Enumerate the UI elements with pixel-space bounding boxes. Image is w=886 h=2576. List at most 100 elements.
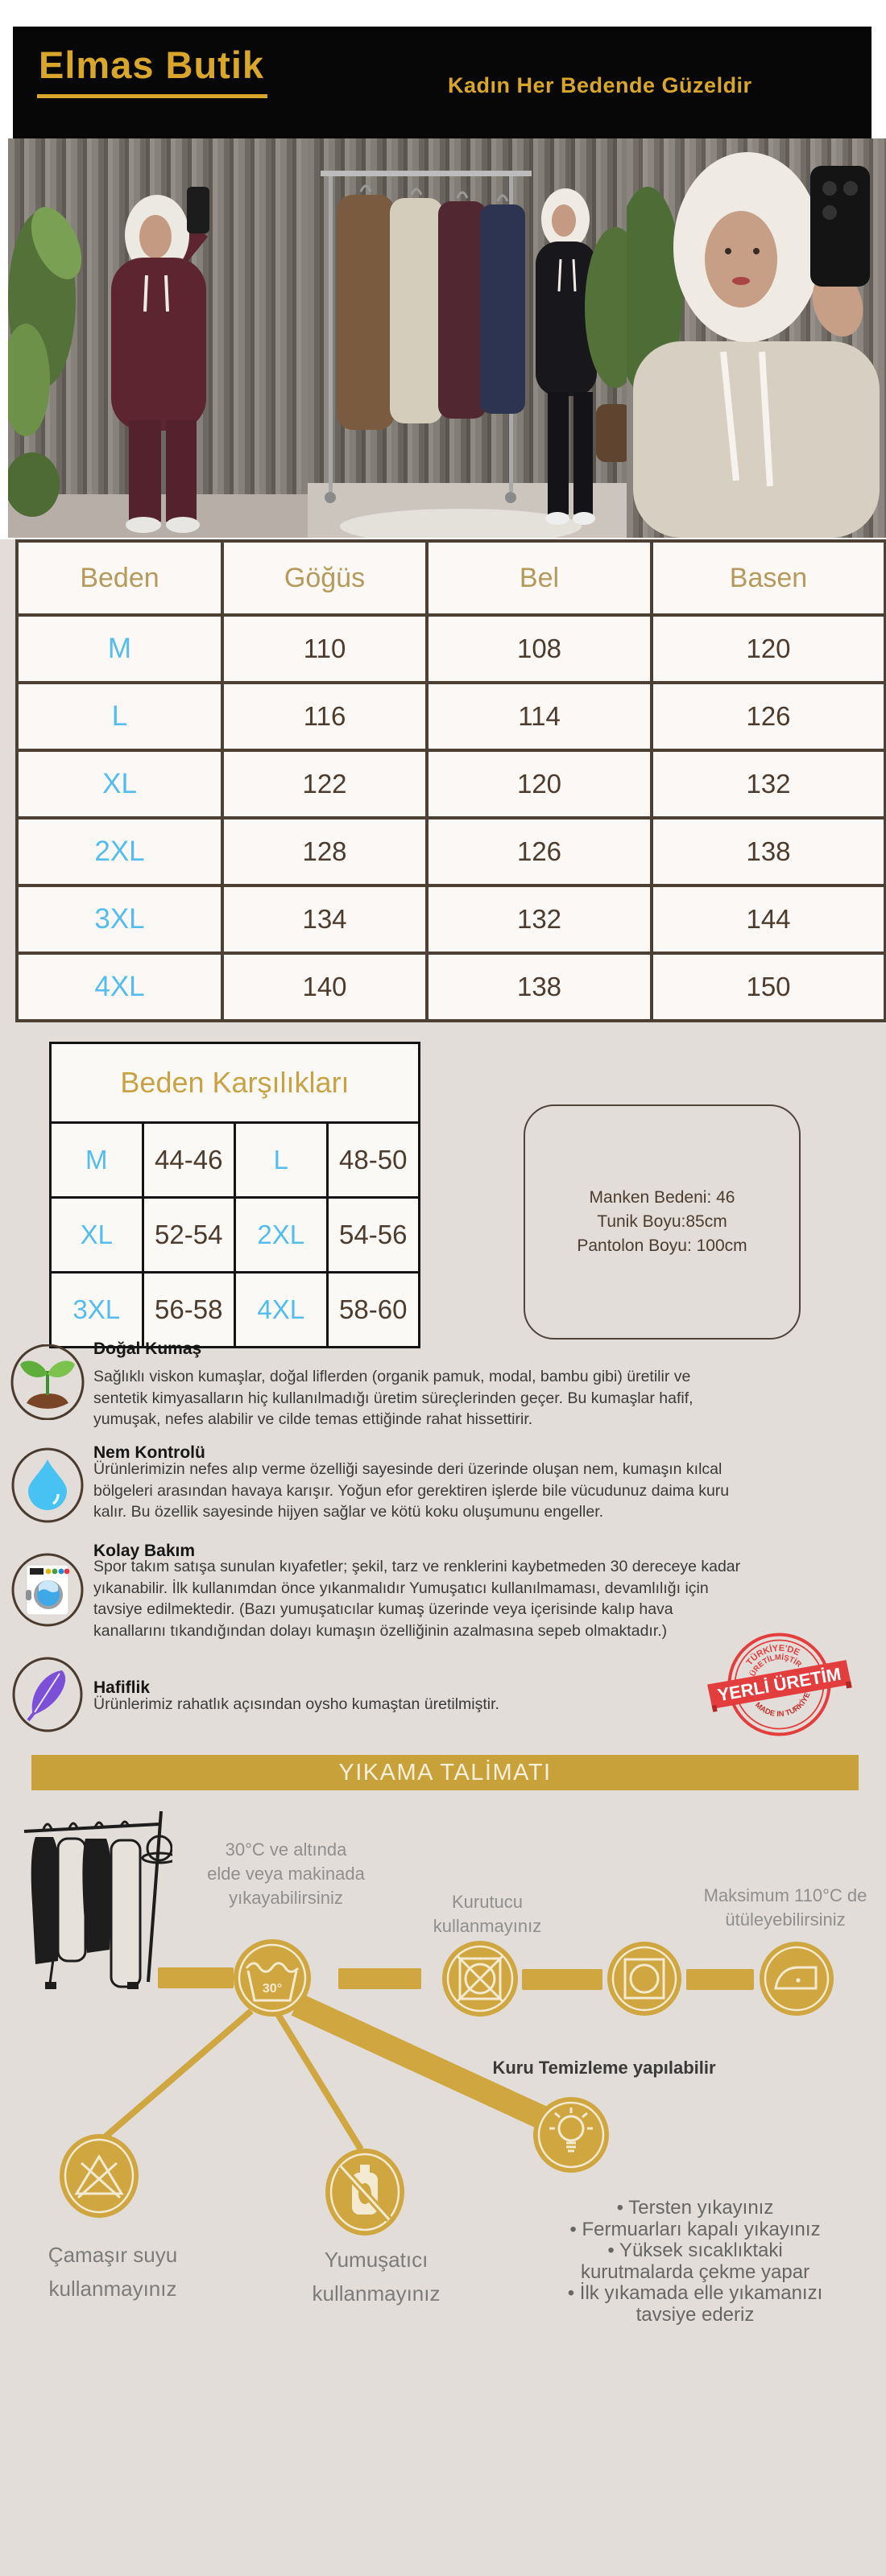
plant-decor: [585, 227, 627, 462]
size-cell: 4XL: [15, 952, 224, 1022]
feature-body: Sağlıklı viskon kumaşlar, doğal liflerde…: [93, 1368, 693, 1429]
value-cell: 150: [650, 952, 886, 1022]
table-row: 3XL 56-58 4XL 58-60: [49, 1271, 420, 1348]
size-cell: 3XL: [15, 884, 224, 955]
value-cell: 120: [425, 749, 653, 819]
brand-tagline: Kadın Her Bedende Güzeldir: [448, 73, 752, 97]
no-bleach-label: Çamaşır suyu kullanmayınız: [48, 2243, 178, 2301]
col-header: Göğüs: [221, 539, 429, 617]
value-cell: 138: [650, 816, 886, 887]
col-header: Beden: [15, 539, 224, 617]
table-row: 2XL 128 126 138: [15, 816, 886, 887]
value-cell: 126: [425, 816, 653, 887]
table-row: XL 122 120 132: [15, 749, 886, 819]
table-row: 4XL 140 138 150: [15, 952, 886, 1022]
connector-lines: [102, 1993, 547, 2152]
hanging-tunics: [337, 184, 525, 430]
table-header-row: Beden Göğüs Bel Basen: [15, 539, 886, 617]
header-bar: Elmas Butik Kadın Her Bedende Güzeldir: [13, 27, 872, 138]
size-cell: XL: [49, 1196, 144, 1274]
feature-body: Ürünlerimiz rahatlık açısından oysho kum…: [93, 1695, 499, 1713]
table-row: 3XL 134 132 144: [15, 884, 886, 955]
table-row: M 110 108 120: [15, 613, 886, 684]
wash-step-iron-text: Maksimum 110°C de ütüleyebilirsiniz: [703, 1885, 867, 1930]
no-tumble-dry-icon: [442, 1941, 518, 2017]
product-photo-1: [8, 138, 308, 538]
model-silhouette: [111, 187, 209, 533]
value-cell: 138: [425, 952, 653, 1022]
value-cell: 126: [650, 681, 886, 752]
value-cell: 110: [221, 613, 429, 684]
value-cell: 134: [221, 884, 429, 955]
wash-banner-label: YIKAMA TALİMATI: [338, 1759, 552, 1785]
value-cell: 116: [221, 681, 429, 752]
seedling-icon: [10, 1344, 85, 1420]
care-symbols-diagram: 30°: [60, 1939, 834, 2235]
size-cell: L: [234, 1121, 329, 1199]
table-row: M 44-46 L 48-50: [49, 1121, 420, 1199]
equiv-table-title: Beden Karşılıkları: [49, 1042, 420, 1124]
brand-title: Elmas Butik: [37, 43, 268, 98]
size-equivalence-table: Beden Karşılıkları M 44-46 L 48-50 XL 52…: [49, 1042, 420, 1348]
care-tips-list: • Tersten yıkayınız • Fermuarları kapalı…: [567, 2197, 823, 2326]
feather-icon: [12, 1657, 83, 1732]
size-cell: 4XL: [234, 1271, 329, 1348]
value-cell: 144: [650, 884, 886, 955]
washing-machine-icon: [11, 1553, 84, 1627]
product-photo-3: [627, 138, 886, 538]
feature-title: Doğal Kumaş: [93, 1340, 202, 1358]
feature-title: Kolay Bakım: [93, 1542, 196, 1560]
value-cell: 44-46: [141, 1121, 236, 1199]
size-cell: M: [49, 1121, 144, 1199]
clothes-rack-icon: [23, 1810, 172, 1989]
value-cell: 52-54: [141, 1196, 236, 1274]
col-header: Bel: [425, 539, 653, 617]
table-row: L 116 114 126: [15, 681, 886, 752]
model-info-box: Manken Bedeni: 46 Tunik Boyu:85cm Pantol…: [524, 1104, 801, 1340]
value-cell: 114: [425, 681, 653, 752]
dry-clean-note: Kuru Temizleme yapılabilir: [492, 2058, 716, 2078]
model-info-text: Manken Bedeni: 46 Tunik Boyu:85cm Pantol…: [577, 1188, 747, 1255]
connector-bars: [158, 1967, 754, 1990]
value-cell: 140: [221, 952, 429, 1022]
value-cell: 108: [425, 613, 653, 684]
no-bleach-icon: [60, 2134, 139, 2218]
value-cell: 132: [425, 884, 653, 955]
value-cell: 120: [650, 613, 886, 684]
no-softener-label: Yumuşatıcı kullanmayınız: [312, 2248, 441, 2306]
model-closeup-silhouette: [633, 152, 880, 538]
feature-title: Nem Kontrolü: [93, 1443, 205, 1462]
stamp-banner-text: YERLİ ÜRETİM: [716, 1664, 843, 1706]
col-header: Basen: [650, 539, 886, 617]
basin-temp-label: 30°: [263, 1982, 282, 1996]
size-cell: 2XL: [234, 1196, 329, 1274]
value-cell: 132: [650, 749, 886, 819]
yerli-uretim-stamp: TÜRKİYE'DE ÜRETİLMİŞTİR MADE IN TURKİYE …: [701, 1633, 858, 1736]
wash-step-temp-text: 30°C ve altında elde veya makinada yıkay…: [207, 1839, 365, 1908]
wash-step-dryer-text: Kurutucu kullanmayınız: [433, 1892, 542, 1936]
product-photo-2: [308, 138, 627, 538]
value-cell: 56-58: [141, 1271, 236, 1348]
feature-title: Hafiflik: [93, 1678, 151, 1697]
photo-1-illustration: [8, 138, 308, 538]
value-cell: 48-50: [325, 1121, 420, 1199]
no-softener-icon: [325, 2149, 404, 2235]
value-cell: 122: [221, 749, 429, 819]
value-cell: 54-56: [325, 1196, 420, 1274]
table-row: XL 52-54 2XL 54-56: [49, 1196, 420, 1274]
feature-body: Spor takım satışa sunulan kıyafetler; şe…: [93, 1558, 741, 1640]
photo-3-illustration: [627, 138, 886, 538]
tumble-dry-icon: [607, 1942, 681, 2016]
water-drop-icon: [11, 1447, 84, 1523]
size-cell: M: [15, 613, 224, 684]
value-cell: 58-60: [325, 1271, 420, 1348]
size-cell: 3XL: [49, 1271, 144, 1348]
lightbulb-icon: [533, 2097, 609, 2173]
photo-2-illustration: [308, 138, 627, 538]
size-cell: L: [15, 681, 224, 752]
wash-instructions-banner: YIKAMA TALİMATI: [31, 1755, 859, 1790]
size-measurement-table: Beden Göğüs Bel Basen M 110 108 120 L 11…: [15, 539, 886, 1022]
size-cell: 2XL: [15, 816, 224, 887]
wash-30-symbol-icon: 30°: [234, 1939, 311, 2017]
